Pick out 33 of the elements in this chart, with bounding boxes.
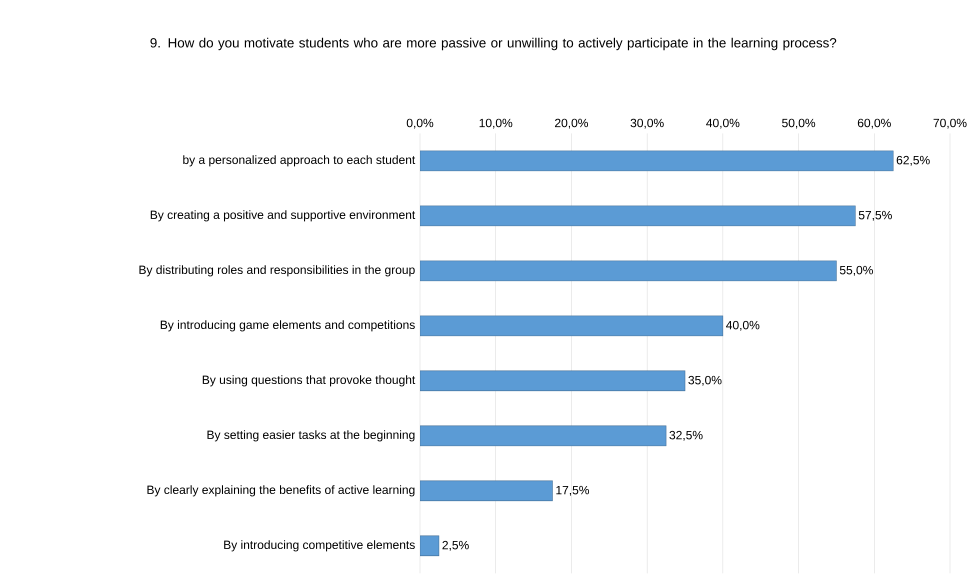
data-label: 2,5% <box>442 540 469 551</box>
x-tick-label: 20,0% <box>555 118 588 129</box>
x-tick-label: 50,0% <box>782 118 816 129</box>
y-tick-label: By clearly explaining the benefits of active learning <box>147 485 414 496</box>
x-tick-label: 10,0% <box>480 118 512 129</box>
data-label: 40,0% <box>726 320 760 331</box>
bar <box>420 206 856 226</box>
y-tick-label: By creating a positive and supportive environment <box>150 210 416 222</box>
y-tick-label: By setting easier tasks at the beginning <box>207 430 414 442</box>
y-tick-label: by a personalized approach to each student <box>183 155 416 166</box>
data-label: 62,5% <box>896 156 930 166</box>
y-tick-label: By introducing competitive elements <box>224 540 415 552</box>
chart-title: 9. How do you motivate students who are more passive or unwilling to actively participate in the learning process? <box>150 38 836 50</box>
data-label: 35,0% <box>688 376 722 386</box>
x-tick-label: 60,0% <box>858 118 891 129</box>
bar <box>420 426 666 446</box>
bar <box>420 150 894 172</box>
y-tick-label: By distributing roles and responsibilities in the group <box>139 265 415 276</box>
y-tick-label: By introducing game elements and competitions <box>160 320 415 332</box>
bar <box>420 316 724 336</box>
y-tick-label: By using questions that provoke thought <box>202 375 416 386</box>
data-label: 55,0% <box>840 266 873 276</box>
bar <box>420 260 837 282</box>
data-label: 57,5% <box>858 210 892 221</box>
bar <box>420 536 440 556</box>
x-tick-label: 40,0% <box>706 118 740 129</box>
bar <box>420 370 686 392</box>
data-label: 32,5% <box>669 430 703 441</box>
bar <box>420 480 553 502</box>
x-tick-label: 30,0% <box>630 118 664 129</box>
x-tick-label: 0,0% <box>406 118 434 129</box>
x-tick-label: 70,0% <box>934 118 967 129</box>
data-label: 17,5% <box>556 486 590 496</box>
